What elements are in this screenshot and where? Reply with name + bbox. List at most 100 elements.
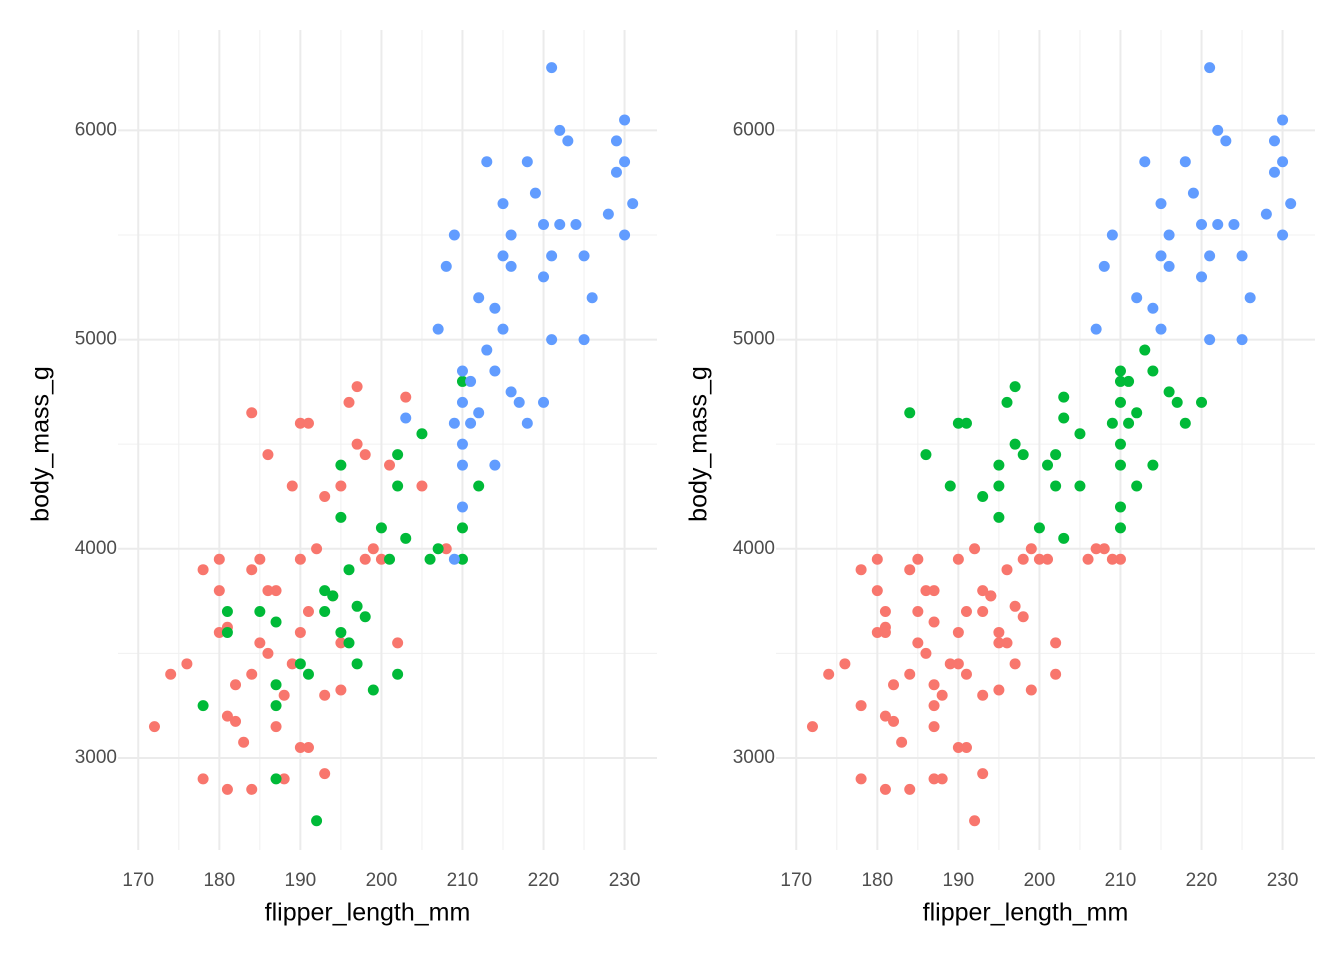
point [473, 407, 485, 419]
point [546, 62, 558, 74]
point [384, 553, 396, 565]
point [538, 396, 550, 408]
x-tick-label: 230 [609, 870, 641, 891]
y-axis-title: body_mass_g [685, 366, 713, 522]
point [904, 564, 916, 576]
point [359, 553, 371, 565]
point [497, 198, 509, 210]
x-tick-label: 190 [943, 870, 975, 891]
point [1179, 417, 1191, 429]
point [319, 490, 331, 502]
point [1204, 334, 1216, 346]
point [952, 742, 964, 753]
point [1277, 229, 1289, 241]
x-tick-label: 220 [1186, 870, 1218, 891]
point [351, 600, 363, 612]
x-axis-title: flipper_length_mm [923, 899, 1129, 927]
point [1268, 135, 1280, 147]
point [538, 219, 550, 231]
point [497, 250, 509, 262]
y-axis-title: body_mass_g [27, 366, 55, 522]
point [375, 522, 387, 534]
point [343, 564, 355, 576]
point [977, 768, 989, 780]
point [936, 773, 948, 785]
point [1155, 250, 1167, 262]
point [554, 124, 566, 136]
point [270, 585, 282, 597]
point [246, 783, 258, 795]
point [327, 590, 339, 602]
point [936, 689, 948, 701]
point [952, 417, 964, 429]
point [335, 626, 347, 638]
point [619, 229, 631, 241]
point [1033, 522, 1045, 534]
point [1139, 344, 1151, 356]
point [1155, 323, 1167, 335]
point [230, 715, 242, 727]
x-tick-label: 230 [1267, 870, 1299, 891]
point [230, 679, 242, 691]
point [1033, 553, 1045, 565]
point [375, 553, 387, 565]
point [351, 438, 363, 450]
point [1131, 292, 1143, 304]
point [879, 710, 891, 722]
point [148, 721, 160, 733]
point [920, 647, 932, 659]
point [456, 438, 468, 450]
point [993, 511, 1005, 523]
point [1139, 156, 1151, 168]
point [1106, 417, 1118, 429]
point [554, 219, 566, 231]
point [969, 543, 981, 555]
point [546, 334, 558, 346]
point [1244, 292, 1256, 304]
point [977, 585, 989, 597]
point [879, 626, 891, 638]
x-tick-label: 190 [285, 870, 317, 891]
point [1001, 637, 1013, 649]
point [1074, 428, 1086, 440]
point [1025, 684, 1037, 696]
point [197, 773, 209, 785]
point [448, 417, 460, 429]
x-tick-label: 170 [122, 870, 154, 891]
point [1106, 553, 1118, 565]
point [262, 585, 274, 597]
point [456, 522, 468, 534]
point [1131, 480, 1143, 492]
point [619, 156, 631, 168]
y-tick-label: 3000 [75, 747, 117, 768]
point [1098, 543, 1110, 555]
point [367, 543, 379, 555]
point [1025, 543, 1037, 555]
point [1114, 459, 1126, 471]
point [1058, 532, 1070, 544]
point [1114, 522, 1126, 534]
x-tick-label: 180 [861, 870, 893, 891]
point [823, 668, 835, 680]
point [497, 323, 509, 335]
point [489, 459, 501, 471]
point [879, 606, 891, 618]
point [879, 783, 891, 795]
point [570, 219, 582, 231]
x-axis-title: flipper_length_mm [265, 899, 471, 927]
point [440, 260, 452, 272]
point [1179, 156, 1191, 168]
point [1114, 365, 1126, 377]
point [806, 721, 818, 733]
point [960, 668, 972, 680]
point [335, 511, 347, 523]
point [278, 773, 290, 785]
point [1196, 219, 1208, 231]
x-tick-label: 170 [780, 870, 812, 891]
point [904, 407, 916, 419]
point [985, 590, 997, 602]
point [952, 626, 964, 638]
point [960, 417, 972, 429]
point [311, 543, 323, 555]
point [977, 689, 989, 701]
